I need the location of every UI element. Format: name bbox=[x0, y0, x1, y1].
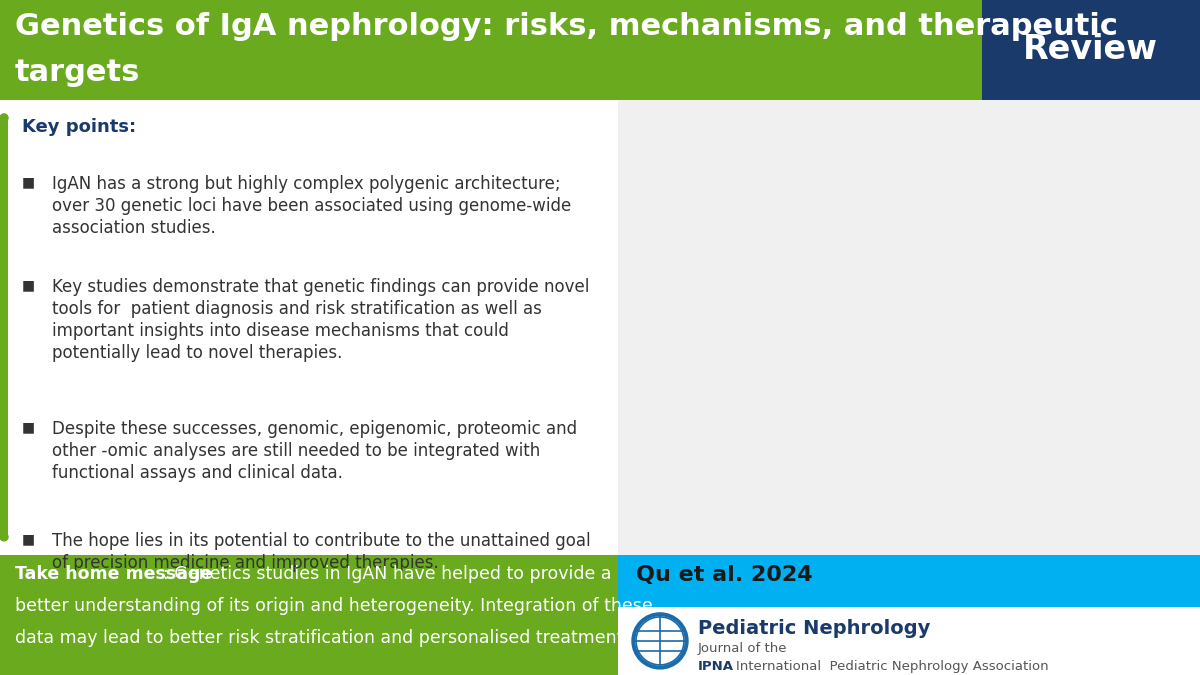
Text: ■: ■ bbox=[22, 532, 35, 546]
Text: of precision medicine and improved therapies.: of precision medicine and improved thera… bbox=[52, 554, 439, 572]
Text: Review: Review bbox=[1024, 34, 1158, 66]
Text: targets: targets bbox=[14, 58, 140, 87]
Bar bbox=[618, 555, 1200, 675]
Text: functional assays and clinical data.: functional assays and clinical data. bbox=[52, 464, 343, 482]
Text: association studies.: association studies. bbox=[52, 219, 216, 237]
Text: Key points:: Key points: bbox=[22, 118, 136, 136]
Bar bbox=[982, 0, 1200, 100]
Text: other -omic analyses are still needed to be integrated with: other -omic analyses are still needed to… bbox=[52, 442, 540, 460]
Text: International  Pediatric Nephrology Association: International Pediatric Nephrology Assoc… bbox=[736, 660, 1049, 674]
Text: ■: ■ bbox=[22, 175, 35, 189]
Bar bbox=[618, 100, 1200, 555]
Bar bbox=[0, 0, 982, 100]
Circle shape bbox=[636, 617, 684, 665]
Text: Key studies demonstrate that genetic findings can provide novel: Key studies demonstrate that genetic fin… bbox=[52, 278, 589, 296]
Text: important insights into disease mechanisms that could: important insights into disease mechanis… bbox=[52, 322, 509, 340]
Bar bbox=[618, 555, 1200, 607]
Circle shape bbox=[0, 533, 8, 541]
Text: The hope lies in its potential to contribute to the unattained goal: The hope lies in its potential to contri… bbox=[52, 532, 590, 550]
Bar bbox=[0, 555, 618, 675]
Text: Qu et al. 2024: Qu et al. 2024 bbox=[636, 565, 812, 585]
Bar bbox=[0, 100, 1200, 555]
Text: ■: ■ bbox=[22, 278, 35, 292]
Text: ■: ■ bbox=[22, 420, 35, 434]
Text: : Genetics studies in IgAN have helped to provide a: : Genetics studies in IgAN have helped t… bbox=[163, 565, 612, 583]
Text: IPNA: IPNA bbox=[698, 660, 734, 674]
Text: data may lead to better risk stratification and personalised treatment.: data may lead to better risk stratificat… bbox=[14, 629, 629, 647]
Text: Take home message: Take home message bbox=[14, 565, 212, 583]
Circle shape bbox=[632, 613, 688, 669]
Bar bbox=[0, 118, 8, 537]
Text: Journal of the: Journal of the bbox=[698, 643, 787, 655]
Text: better understanding of its origin and heterogeneity. Integration of these: better understanding of its origin and h… bbox=[14, 597, 653, 615]
Text: Despite these successes, genomic, epigenomic, proteomic and: Despite these successes, genomic, epigen… bbox=[52, 420, 577, 438]
Text: over 30 genetic loci have been associated using genome-wide: over 30 genetic loci have been associate… bbox=[52, 197, 571, 215]
Text: Pediatric Nephrology: Pediatric Nephrology bbox=[698, 620, 930, 639]
Text: tools for  patient diagnosis and risk stratification as well as: tools for patient diagnosis and risk str… bbox=[52, 300, 542, 318]
Text: potentially lead to novel therapies.: potentially lead to novel therapies. bbox=[52, 344, 342, 362]
Text: Genetics of IgA nephrology: risks, mechanisms, and therapeutic: Genetics of IgA nephrology: risks, mecha… bbox=[14, 12, 1118, 41]
Text: IgAN has a strong but highly complex polygenic architecture;: IgAN has a strong but highly complex pol… bbox=[52, 175, 560, 193]
Circle shape bbox=[0, 114, 8, 122]
